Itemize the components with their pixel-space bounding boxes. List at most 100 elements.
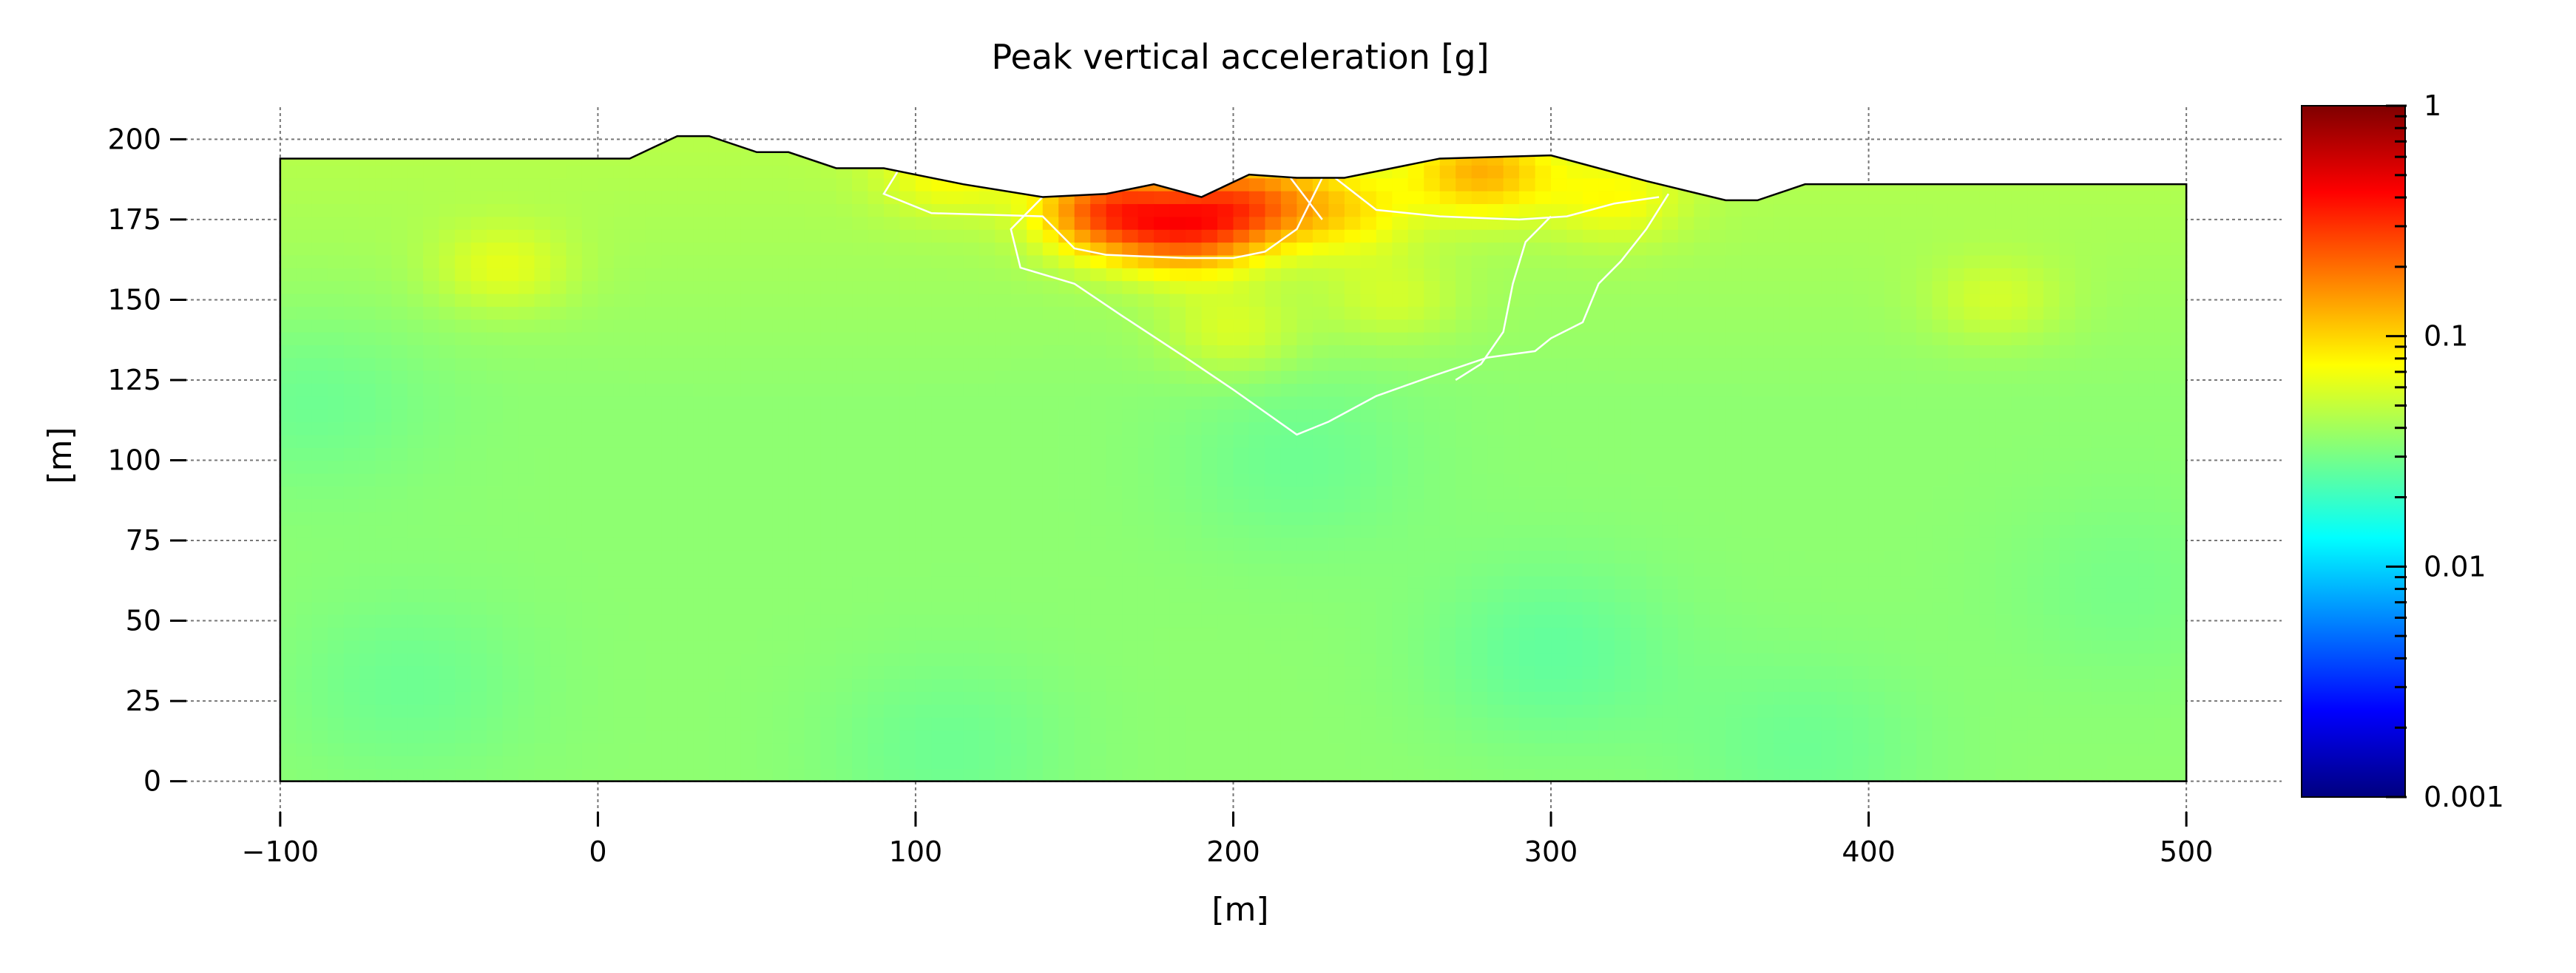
heatmap-cell	[1583, 228, 1600, 243]
heatmap-cell	[613, 383, 631, 397]
heatmap-cell	[296, 742, 313, 756]
heatmap-cell	[1312, 691, 1330, 705]
heatmap-cell	[1297, 319, 1314, 333]
heatmap-cell	[1646, 254, 1663, 268]
heatmap-cell	[757, 575, 774, 589]
heatmap-cell	[1201, 691, 1218, 705]
heatmap-cell	[1280, 691, 1298, 705]
heatmap-cell	[439, 139, 456, 153]
heatmap-cell	[1789, 409, 1806, 423]
heatmap-cell	[1741, 524, 1759, 538]
heatmap-cell	[1424, 614, 1441, 628]
heatmap-cell	[1392, 242, 1409, 256]
heatmap-cell	[613, 652, 631, 667]
heatmap-cell	[661, 242, 678, 256]
heatmap-cell	[1122, 575, 1139, 589]
heatmap-cell	[280, 370, 297, 384]
heatmap-cell	[1137, 136, 1155, 140]
heatmap-cell	[1201, 203, 1218, 217]
heatmap-cell	[487, 472, 504, 487]
heatmap-cell	[1027, 563, 1044, 577]
heatmap-cell	[534, 139, 551, 153]
heatmap-cell	[1074, 177, 1092, 191]
heatmap-cell	[1677, 460, 1695, 474]
heatmap-cell	[407, 139, 424, 153]
heatmap-cell	[1407, 537, 1425, 551]
heatmap-cell	[407, 575, 424, 589]
heatmap-cell	[1694, 665, 1711, 679]
heatmap-cell	[709, 152, 726, 166]
heatmap-cell	[566, 716, 583, 730]
heatmap-cell	[1566, 498, 1583, 512]
heatmap-cell	[1773, 627, 1791, 641]
heatmap-cell	[280, 472, 297, 487]
heatmap-cell	[788, 768, 805, 782]
heatmap-cell	[1010, 614, 1028, 628]
heatmap-cell	[1280, 242, 1298, 256]
heatmap-cell	[645, 589, 663, 603]
heatmap-cell	[1646, 409, 1663, 423]
heatmap-cell	[1805, 152, 1822, 166]
heatmap-cell	[629, 589, 646, 603]
heatmap-cell	[947, 293, 964, 307]
heatmap-cell	[1297, 678, 1314, 692]
heatmap-cell	[677, 575, 694, 589]
heatmap-cell	[1598, 293, 1615, 307]
heatmap-cell	[534, 640, 551, 654]
heatmap-cell	[1392, 447, 1409, 461]
heatmap-cell	[613, 550, 631, 564]
heatmap-cell	[1265, 563, 1282, 577]
heatmap-cell	[296, 691, 313, 705]
heatmap-cell	[1487, 421, 1504, 435]
heatmap-cell	[1566, 486, 1583, 500]
heatmap-cell	[1233, 254, 1250, 268]
heatmap-cell	[1535, 511, 1552, 526]
heatmap-cell	[1662, 136, 1679, 140]
heatmap-cell	[1058, 383, 1075, 397]
heatmap-cell	[391, 704, 408, 718]
heatmap-cell	[1757, 136, 1774, 140]
heatmap-cell	[1725, 742, 1742, 756]
heatmap-cell	[1360, 357, 1377, 371]
heatmap-cell	[613, 357, 631, 371]
heatmap-cell	[709, 665, 726, 679]
heatmap-cell	[550, 678, 567, 692]
heatmap-cell	[455, 550, 472, 564]
heatmap-cell	[899, 460, 916, 474]
heatmap-cell	[296, 345, 313, 359]
heatmap-cell	[1344, 383, 1362, 397]
heatmap-cell	[391, 319, 408, 333]
heatmap-cell	[852, 268, 869, 282]
heatmap-cell	[931, 268, 948, 282]
heatmap-cell	[407, 640, 424, 654]
heatmap-cell	[1312, 472, 1330, 487]
heatmap-cell	[1169, 640, 1186, 654]
heatmap-cell	[359, 614, 376, 628]
heatmap-cell	[375, 319, 393, 333]
heatmap-cell	[1265, 742, 1282, 756]
heatmap-cell	[1392, 460, 1409, 474]
heatmap-cell	[502, 190, 519, 205]
heatmap-cell	[613, 665, 631, 679]
heatmap-cell	[613, 537, 631, 551]
heatmap-cell	[1694, 331, 1711, 346]
heatmap-cell	[1535, 563, 1552, 577]
heatmap-cell	[915, 396, 933, 410]
heatmap-cell	[1789, 755, 1806, 770]
heatmap-cell	[1741, 139, 1759, 153]
heatmap-cell	[836, 524, 853, 538]
heatmap-cell	[852, 498, 869, 512]
heatmap-cell	[899, 447, 916, 461]
heatmap-cell	[757, 409, 774, 423]
heatmap-cell	[280, 768, 297, 782]
heatmap-cell	[1090, 280, 1107, 294]
heatmap-cell	[1154, 704, 1171, 718]
heatmap-cell	[311, 345, 329, 359]
heatmap-cell	[677, 640, 694, 654]
heatmap-cell	[772, 306, 789, 320]
heatmap-cell	[1598, 136, 1615, 140]
heatmap-cell	[1169, 216, 1186, 230]
heatmap-cell	[518, 396, 535, 410]
heatmap-cell	[391, 177, 408, 191]
heatmap-cell	[931, 370, 948, 384]
